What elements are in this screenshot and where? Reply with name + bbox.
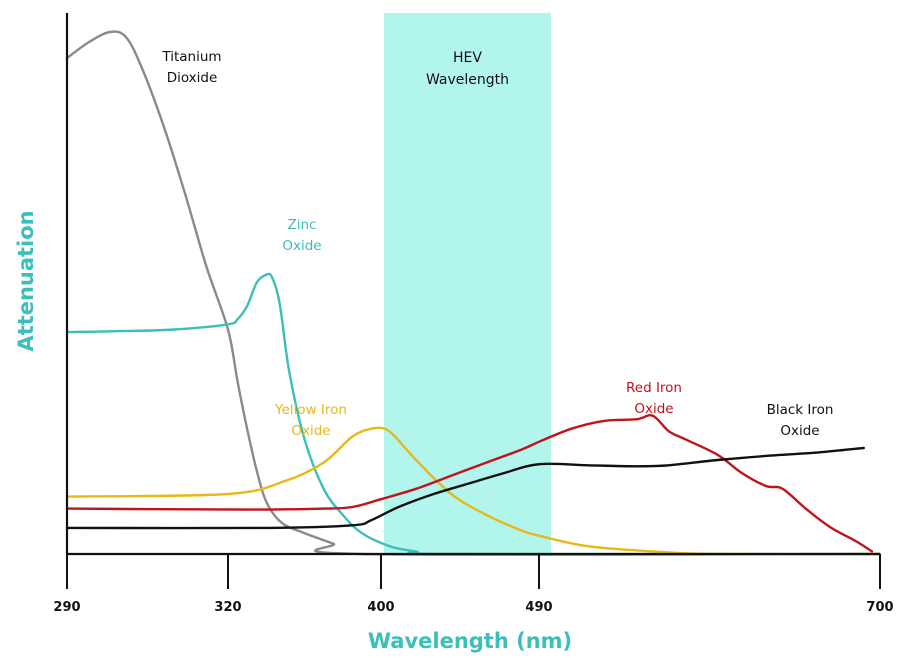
- zinc-oxide-curve: [65, 272, 882, 556]
- titanium-dioxide-label-line1: Titanium: [161, 49, 221, 65]
- red-iron-oxide-label-line2: Oxide: [634, 401, 673, 417]
- red-iron-oxide-label-line1: Red Iron: [626, 380, 682, 396]
- x-axis-title: Wavelength (nm): [368, 629, 572, 653]
- titanium-dioxide-curve: [65, 30, 882, 556]
- x-tick-label-320: 320: [214, 600, 241, 615]
- titanium-dioxide-label-line2: Dioxide: [167, 70, 218, 86]
- red-iron-oxide-curve: [65, 414, 874, 553]
- hev-band: [384, 13, 551, 554]
- black-iron-oxide-label-line1: Black Iron: [767, 402, 834, 418]
- yellow-iron-oxide-label-line2: Oxide: [291, 423, 330, 439]
- black-iron-oxide-label-line2: Oxide: [780, 423, 819, 439]
- yellow-iron-oxide-label-line1: Yellow Iron: [274, 402, 347, 418]
- x-tick-label-700: 700: [866, 600, 893, 615]
- black-iron-oxide-curve: [65, 446, 865, 530]
- yellow-iron-oxide-curve: [65, 426, 882, 556]
- x-tick-label-290: 290: [53, 600, 80, 615]
- y-axis-title: Attenuation: [14, 210, 38, 351]
- zinc-oxide-label-line2: Oxide: [282, 238, 321, 254]
- zinc-oxide-label-line1: Zinc: [288, 217, 317, 233]
- hev-band-label-line2: Wavelength: [426, 72, 509, 88]
- hev-band-label-line1: HEV: [453, 50, 482, 66]
- x-tick-label-490: 490: [525, 600, 552, 615]
- x-tick-label-400: 400: [367, 600, 394, 615]
